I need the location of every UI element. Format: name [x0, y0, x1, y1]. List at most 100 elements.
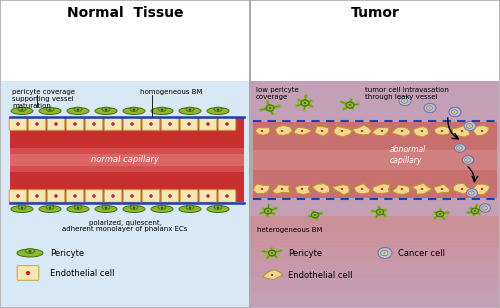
Ellipse shape [11, 205, 33, 213]
Ellipse shape [464, 121, 476, 131]
Ellipse shape [104, 108, 108, 111]
Polygon shape [332, 185, 349, 195]
Ellipse shape [149, 194, 153, 198]
Ellipse shape [168, 122, 172, 126]
Ellipse shape [376, 209, 384, 215]
Ellipse shape [271, 252, 273, 254]
Ellipse shape [360, 130, 364, 132]
Polygon shape [372, 184, 390, 193]
Ellipse shape [399, 96, 411, 106]
Ellipse shape [67, 107, 89, 115]
Bar [1, 81, 249, 307]
Ellipse shape [280, 130, 283, 132]
Ellipse shape [188, 206, 192, 209]
Ellipse shape [482, 206, 488, 210]
Ellipse shape [187, 194, 191, 198]
Ellipse shape [92, 194, 96, 198]
Bar [251, 261, 499, 277]
Ellipse shape [480, 188, 484, 190]
Bar [251, 216, 499, 232]
Ellipse shape [225, 194, 229, 198]
Ellipse shape [187, 122, 191, 126]
Ellipse shape [340, 130, 344, 132]
Ellipse shape [149, 122, 153, 126]
Ellipse shape [39, 205, 61, 213]
Ellipse shape [95, 107, 117, 115]
Ellipse shape [300, 130, 304, 132]
Polygon shape [453, 183, 471, 194]
Ellipse shape [132, 108, 136, 111]
Ellipse shape [216, 206, 220, 209]
Ellipse shape [280, 188, 283, 190]
Ellipse shape [460, 130, 464, 132]
Ellipse shape [360, 188, 364, 190]
Ellipse shape [123, 107, 145, 115]
Text: polarized, quiescent,
adherent monolayer of phalanx ECs: polarized, quiescent, adherent monolayer… [62, 220, 188, 233]
FancyBboxPatch shape [85, 118, 103, 130]
Polygon shape [276, 125, 292, 135]
FancyBboxPatch shape [66, 190, 84, 202]
Ellipse shape [379, 211, 381, 213]
Text: tumor cell intravasation
through leaky vessel: tumor cell intravasation through leaky v… [365, 87, 449, 100]
Ellipse shape [11, 107, 33, 115]
Ellipse shape [424, 103, 436, 113]
Ellipse shape [312, 212, 318, 218]
Polygon shape [412, 183, 432, 194]
Ellipse shape [214, 205, 222, 209]
Ellipse shape [420, 188, 424, 190]
Text: low pericyte
coverage: low pericyte coverage [256, 87, 299, 100]
FancyBboxPatch shape [28, 190, 46, 202]
Ellipse shape [151, 107, 173, 115]
Ellipse shape [20, 206, 24, 209]
Polygon shape [414, 127, 428, 137]
Ellipse shape [46, 205, 54, 209]
Ellipse shape [26, 249, 35, 253]
Bar [10, 154, 244, 166]
Ellipse shape [74, 205, 82, 209]
Polygon shape [392, 127, 410, 136]
Ellipse shape [436, 211, 444, 217]
Ellipse shape [428, 107, 430, 109]
Bar [251, 231, 499, 247]
Ellipse shape [67, 205, 89, 213]
Bar [251, 291, 499, 307]
Ellipse shape [466, 189, 477, 197]
Polygon shape [372, 128, 389, 136]
Text: Endothelial cell: Endothelial cell [50, 269, 114, 278]
Polygon shape [315, 126, 329, 136]
Ellipse shape [206, 194, 210, 198]
Text: Pericyte: Pericyte [288, 249, 322, 257]
FancyBboxPatch shape [142, 190, 160, 202]
Ellipse shape [462, 156, 473, 164]
Ellipse shape [104, 206, 108, 209]
Bar [253, 122, 497, 198]
Ellipse shape [420, 130, 424, 132]
Ellipse shape [158, 107, 166, 111]
Ellipse shape [130, 122, 134, 126]
Ellipse shape [449, 107, 461, 117]
Ellipse shape [440, 130, 444, 132]
Bar [10, 148, 244, 172]
FancyBboxPatch shape [199, 118, 217, 130]
FancyBboxPatch shape [180, 118, 198, 130]
Ellipse shape [130, 194, 134, 198]
Ellipse shape [16, 194, 20, 198]
Ellipse shape [436, 211, 444, 217]
Ellipse shape [160, 108, 164, 111]
Polygon shape [434, 126, 450, 135]
Ellipse shape [214, 107, 222, 111]
Ellipse shape [270, 274, 274, 276]
FancyBboxPatch shape [28, 118, 46, 130]
Text: normal capillary: normal capillary [91, 156, 159, 164]
Ellipse shape [404, 100, 405, 102]
Ellipse shape [158, 205, 166, 209]
Bar [251, 246, 499, 262]
Ellipse shape [92, 122, 96, 126]
Ellipse shape [454, 111, 455, 113]
FancyBboxPatch shape [218, 190, 236, 202]
Ellipse shape [474, 210, 476, 212]
Ellipse shape [268, 250, 276, 256]
Ellipse shape [454, 144, 466, 152]
Ellipse shape [130, 205, 138, 209]
Ellipse shape [426, 106, 432, 110]
